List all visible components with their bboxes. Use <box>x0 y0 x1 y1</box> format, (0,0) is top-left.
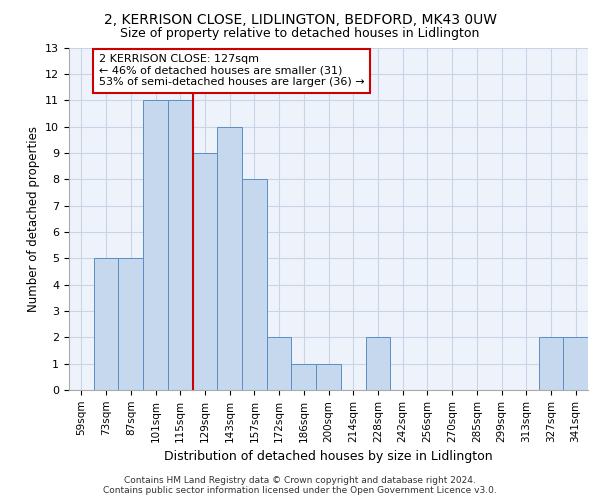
Text: Size of property relative to detached houses in Lidlington: Size of property relative to detached ho… <box>121 28 479 40</box>
Bar <box>292 364 316 390</box>
Text: 2, KERRISON CLOSE, LIDLINGTON, BEDFORD, MK43 0UW: 2, KERRISON CLOSE, LIDLINGTON, BEDFORD, … <box>104 12 497 26</box>
Bar <box>168 100 193 390</box>
Bar <box>563 338 588 390</box>
Bar <box>242 179 267 390</box>
Bar <box>267 338 292 390</box>
Y-axis label: Number of detached properties: Number of detached properties <box>26 126 40 312</box>
Bar <box>217 126 242 390</box>
Text: Contains HM Land Registry data © Crown copyright and database right 2024.
Contai: Contains HM Land Registry data © Crown c… <box>103 476 497 495</box>
X-axis label: Distribution of detached houses by size in Lidlington: Distribution of detached houses by size … <box>164 450 493 463</box>
Bar <box>193 153 217 390</box>
Bar <box>118 258 143 390</box>
Bar <box>94 258 118 390</box>
Text: 2 KERRISON CLOSE: 127sqm
← 46% of detached houses are smaller (31)
53% of semi-d: 2 KERRISON CLOSE: 127sqm ← 46% of detach… <box>98 54 364 88</box>
Bar <box>143 100 168 390</box>
Bar <box>539 338 563 390</box>
Bar <box>316 364 341 390</box>
Bar <box>365 338 390 390</box>
